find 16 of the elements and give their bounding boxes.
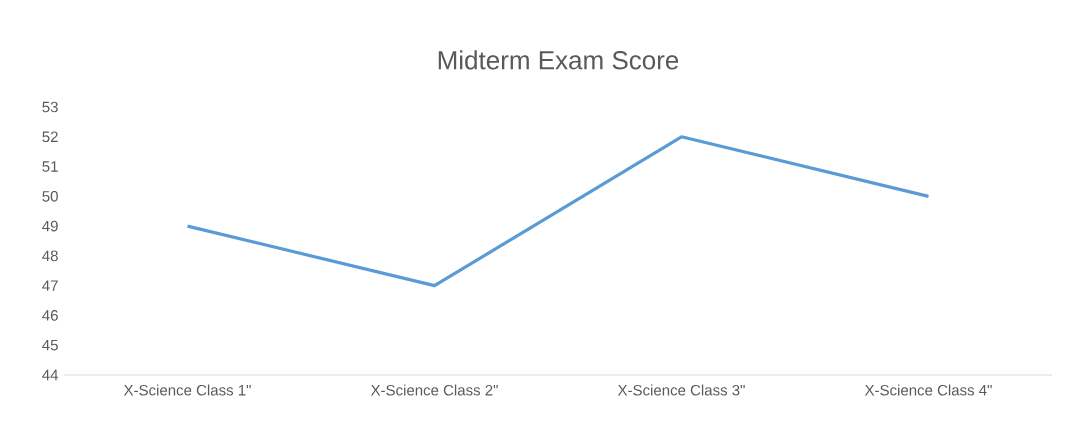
y-tick-label: 46 (42, 310, 58, 321)
y-tick-label: 50 (42, 191, 58, 202)
y-tick-label: 49 (42, 220, 58, 232)
x-tick-label: X-Science Class 3" (617, 384, 745, 396)
y-tick-label: 48 (42, 250, 58, 262)
y-tick-label: 52 (42, 131, 58, 143)
line-series (185, 135, 931, 288)
y-tick-label: 51 (42, 161, 58, 172)
y-tick-label: 44 (42, 369, 59, 381)
x-tick-label: X-Science Class 2" (370, 384, 498, 396)
y-tick-label: 47 (42, 280, 58, 291)
y-tick-label: 45 (42, 339, 58, 351)
x-tick-label: X-Science Class 1" (123, 384, 251, 396)
y-tick-label: 53 (42, 101, 58, 113)
chart-title: Midterm Exam Score (438, 50, 679, 70)
x-tick-label: X-Science Class 4" (864, 384, 992, 396)
